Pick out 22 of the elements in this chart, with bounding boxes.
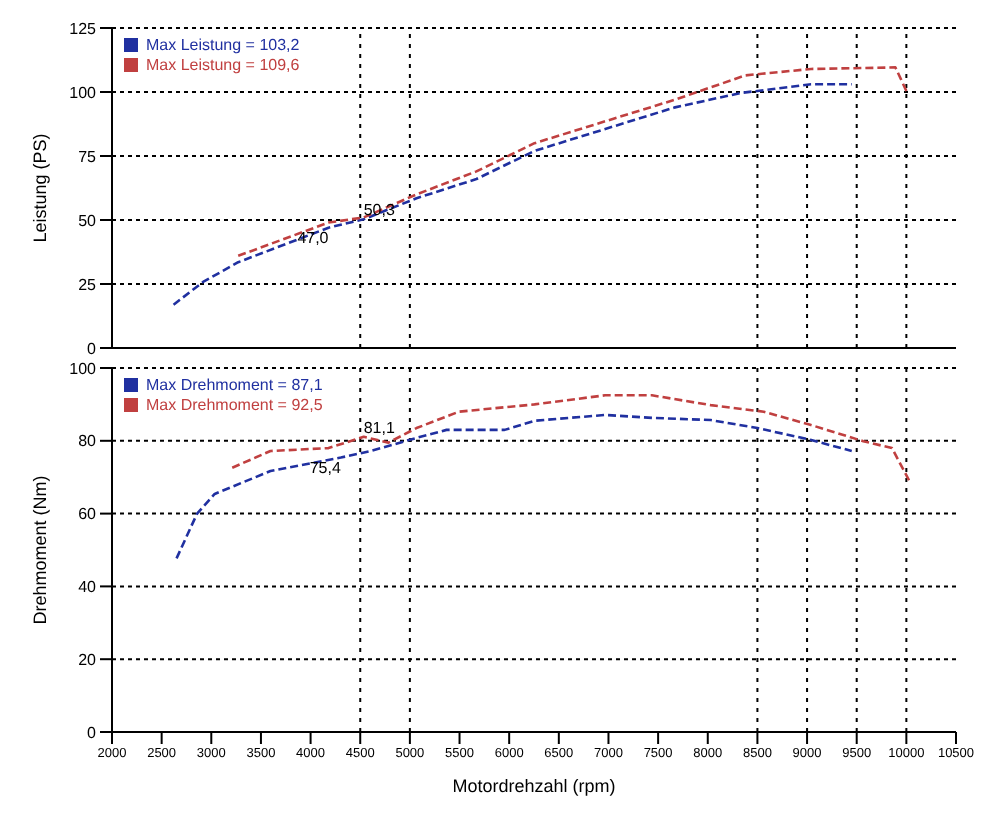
y-tick-label: 0 bbox=[87, 339, 98, 358]
y-tick-label: 40 bbox=[78, 578, 98, 597]
y-tick-label: 50 bbox=[78, 211, 98, 230]
y-axis-title: Drehmoment (Nm) bbox=[30, 475, 51, 625]
annotation: 81,1 bbox=[363, 418, 396, 437]
legend-label: Max Leistung = 103,2 bbox=[146, 36, 300, 54]
y-tick-label: 20 bbox=[78, 650, 98, 669]
y-tick-label: 75 bbox=[78, 147, 98, 166]
y-axis-title: Leistung (PS) bbox=[30, 133, 51, 243]
legend-label: Max Drehmoment = 92,5 bbox=[146, 396, 323, 414]
legend-label: Max Leistung = 109,6 bbox=[146, 56, 300, 74]
x-axis-title: Motordrehzahl (rpm) bbox=[452, 776, 616, 796]
y-tick-label: 0 bbox=[87, 723, 98, 742]
y-tick-label: 60 bbox=[78, 505, 98, 524]
y-tick-label: 25 bbox=[78, 275, 98, 294]
annotation: 47,0 bbox=[297, 229, 330, 248]
legend-label: Max Drehmoment = 87,1 bbox=[146, 376, 323, 394]
y-tick-label: 100 bbox=[69, 359, 98, 378]
y-tick-label: 80 bbox=[78, 432, 98, 451]
y-tick-label: 125 bbox=[69, 19, 98, 38]
annotation: 75,4 bbox=[309, 458, 342, 477]
y-tick-label: 100 bbox=[69, 83, 98, 102]
